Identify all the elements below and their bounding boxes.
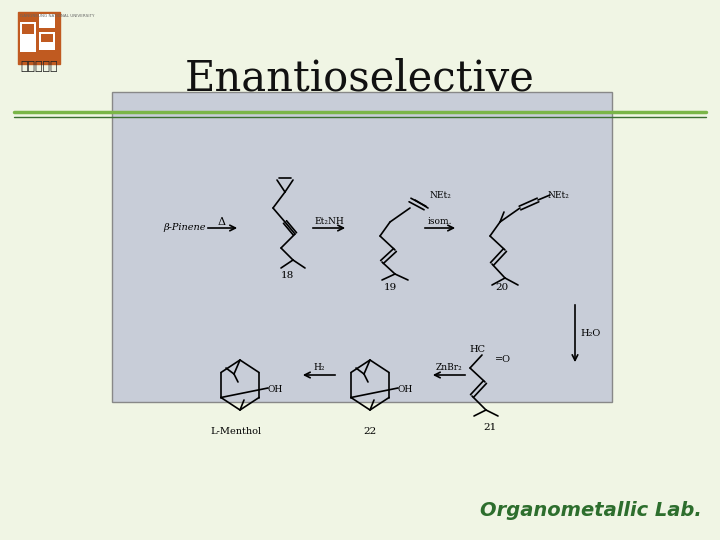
Text: H₂O: H₂O <box>581 328 601 338</box>
Bar <box>20 22 36 52</box>
Text: 18: 18 <box>280 272 294 280</box>
Text: 22: 22 <box>364 428 377 436</box>
Bar <box>39 14 55 28</box>
Text: =O: =O <box>495 355 511 364</box>
Text: HC: HC <box>469 346 485 354</box>
Text: NEt₂: NEt₂ <box>430 191 452 199</box>
Text: isom.: isom. <box>428 217 452 226</box>
Text: GANGNEUNG NATIONAL UNIVERSITY: GANGNEUNG NATIONAL UNIVERSITY <box>20 14 94 18</box>
Bar <box>18 12 60 64</box>
Bar <box>41 34 53 42</box>
Text: 21: 21 <box>483 423 497 433</box>
Text: Enantioselective: Enantioselective <box>185 57 535 99</box>
Text: Et₂NH: Et₂NH <box>314 217 344 226</box>
Text: ZnBr₂: ZnBr₂ <box>436 363 462 373</box>
Bar <box>39 32 55 50</box>
Text: 20: 20 <box>495 284 508 293</box>
Text: β-Pinene: β-Pinene <box>163 224 205 233</box>
Text: Organometallic Lab.: Organometallic Lab. <box>480 501 702 520</box>
Text: H₂: H₂ <box>313 363 325 373</box>
Text: OH: OH <box>268 386 283 395</box>
Text: 19: 19 <box>383 284 397 293</box>
Bar <box>112 92 612 402</box>
Bar <box>22 24 34 34</box>
Text: 강릉대학교: 강릉대학교 <box>20 60 58 73</box>
Text: OH: OH <box>398 386 413 395</box>
Text: NEt₂: NEt₂ <box>548 191 570 199</box>
Text: Δ: Δ <box>218 217 226 227</box>
Text: L-Menthol: L-Menthol <box>210 428 261 436</box>
